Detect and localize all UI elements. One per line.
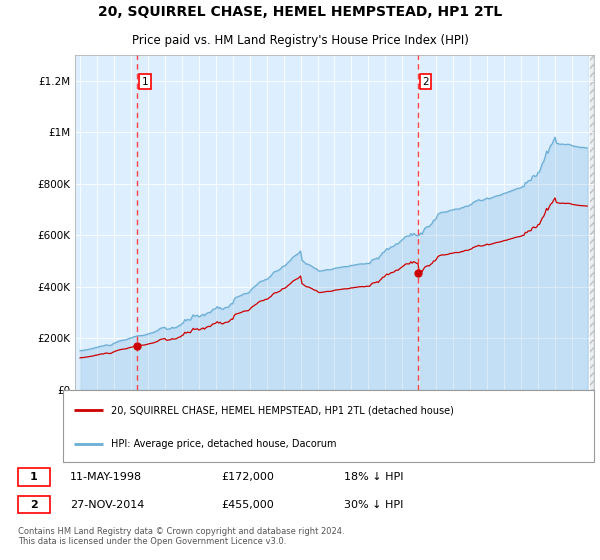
Text: 2: 2 xyxy=(30,500,38,510)
Text: 1: 1 xyxy=(30,472,38,482)
Text: Price paid vs. HM Land Registry's House Price Index (HPI): Price paid vs. HM Land Registry's House … xyxy=(131,34,469,47)
Text: £455,000: £455,000 xyxy=(221,500,274,510)
Text: 1: 1 xyxy=(142,77,148,87)
Text: 2: 2 xyxy=(422,77,429,87)
Text: 11-MAY-1998: 11-MAY-1998 xyxy=(70,472,142,482)
Text: 20, SQUIRREL CHASE, HEMEL HEMPSTEAD, HP1 2TL (detached house): 20, SQUIRREL CHASE, HEMEL HEMPSTEAD, HP1… xyxy=(111,405,454,415)
Text: 27-NOV-2014: 27-NOV-2014 xyxy=(70,500,145,510)
FancyBboxPatch shape xyxy=(63,390,594,462)
FancyBboxPatch shape xyxy=(18,496,50,514)
Text: £172,000: £172,000 xyxy=(221,472,274,482)
Text: 30% ↓ HPI: 30% ↓ HPI xyxy=(344,500,403,510)
Text: HPI: Average price, detached house, Dacorum: HPI: Average price, detached house, Daco… xyxy=(111,439,336,449)
Text: 18% ↓ HPI: 18% ↓ HPI xyxy=(344,472,403,482)
FancyBboxPatch shape xyxy=(18,468,50,486)
Text: Contains HM Land Registry data © Crown copyright and database right 2024.
This d: Contains HM Land Registry data © Crown c… xyxy=(18,527,344,546)
Text: 20, SQUIRREL CHASE, HEMEL HEMPSTEAD, HP1 2TL: 20, SQUIRREL CHASE, HEMEL HEMPSTEAD, HP1… xyxy=(98,6,502,20)
